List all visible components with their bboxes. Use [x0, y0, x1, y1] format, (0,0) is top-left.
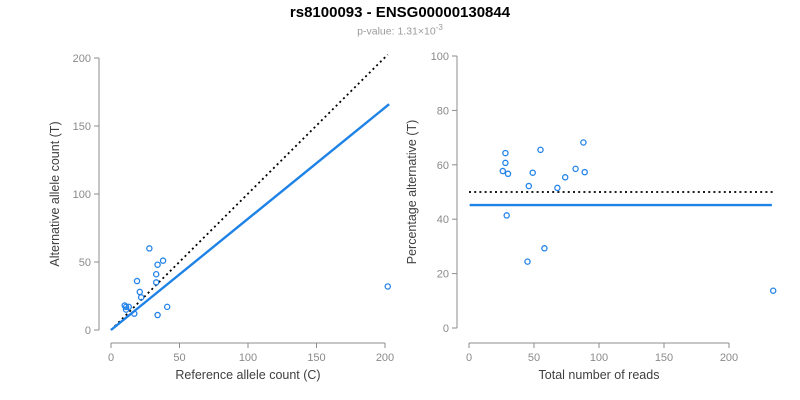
- pvalue-text: p-value: 1.31×10: [357, 25, 436, 38]
- y-tick-label: 50: [79, 257, 91, 269]
- data-point: [541, 245, 548, 252]
- y-tick-label: 0: [443, 323, 449, 335]
- data-point: [769, 287, 777, 294]
- pvalue-exponent: -3: [435, 23, 443, 32]
- left-yaxis-title: Alternative allele count (T): [48, 121, 62, 267]
- y-tick-label: 80: [437, 105, 449, 117]
- y-tick-label: 150: [73, 121, 91, 133]
- data-point: [554, 184, 561, 192]
- data-point: [581, 168, 588, 176]
- x-tick-label: 200: [376, 352, 394, 364]
- data-point: [384, 283, 391, 290]
- x-tick-label: 100: [239, 352, 257, 364]
- data-point: [146, 245, 153, 252]
- x-tick-label: 100: [590, 352, 608, 364]
- x-tick-label: 50: [173, 352, 185, 364]
- data-point: [122, 303, 130, 311]
- data-point: [524, 258, 531, 265]
- data-point: [137, 294, 145, 301]
- y-tick-label: 20: [437, 269, 449, 281]
- data-point: [572, 165, 579, 173]
- regression-line: [110, 103, 390, 331]
- data-point: [537, 146, 544, 154]
- data-point: [502, 149, 509, 157]
- left-xaxis-title: Reference allele count (C): [175, 368, 321, 382]
- y-tick-label: 0: [85, 325, 91, 337]
- y-tick-label: 100: [73, 189, 91, 201]
- data-point: [580, 139, 587, 146]
- right-yaxis-title: Percentage alternative (T): [405, 119, 419, 265]
- x-tick-label: 50: [528, 352, 540, 364]
- data-point: [131, 310, 138, 317]
- data-point: [499, 167, 507, 175]
- y-tick-label: 100: [431, 51, 449, 63]
- data-point: [502, 159, 509, 167]
- x-tick-label: 0: [108, 352, 114, 364]
- x-tick-label: 0: [466, 352, 472, 364]
- data-point: [163, 303, 171, 311]
- y-tick-label: 40: [437, 214, 449, 226]
- data-point: [504, 170, 512, 178]
- data-point: [525, 182, 533, 190]
- x-tick-label: 200: [720, 352, 738, 364]
- data-point: [561, 174, 569, 181]
- x-tick-label: 150: [655, 352, 673, 364]
- right-xaxis-title: Total number of reads: [538, 368, 660, 382]
- x-tick-label: 150: [307, 352, 325, 364]
- pvalue-subtitle: p-value: 1.31×10-3: [0, 23, 800, 38]
- y-tick-label: 60: [437, 160, 449, 172]
- data-point: [154, 311, 161, 319]
- data-point: [503, 212, 510, 219]
- page-title: rs8100093 - ENSG00000130844: [289, 4, 511, 21]
- data-point: [133, 277, 141, 285]
- data-point: [159, 257, 167, 264]
- data-point: [152, 279, 160, 286]
- data-point: [152, 270, 160, 278]
- data-point: [121, 302, 128, 309]
- data-point: [125, 303, 133, 311]
- data-point: [154, 261, 161, 268]
- y-tick-label: 200: [73, 53, 91, 65]
- data-point: [529, 169, 536, 176]
